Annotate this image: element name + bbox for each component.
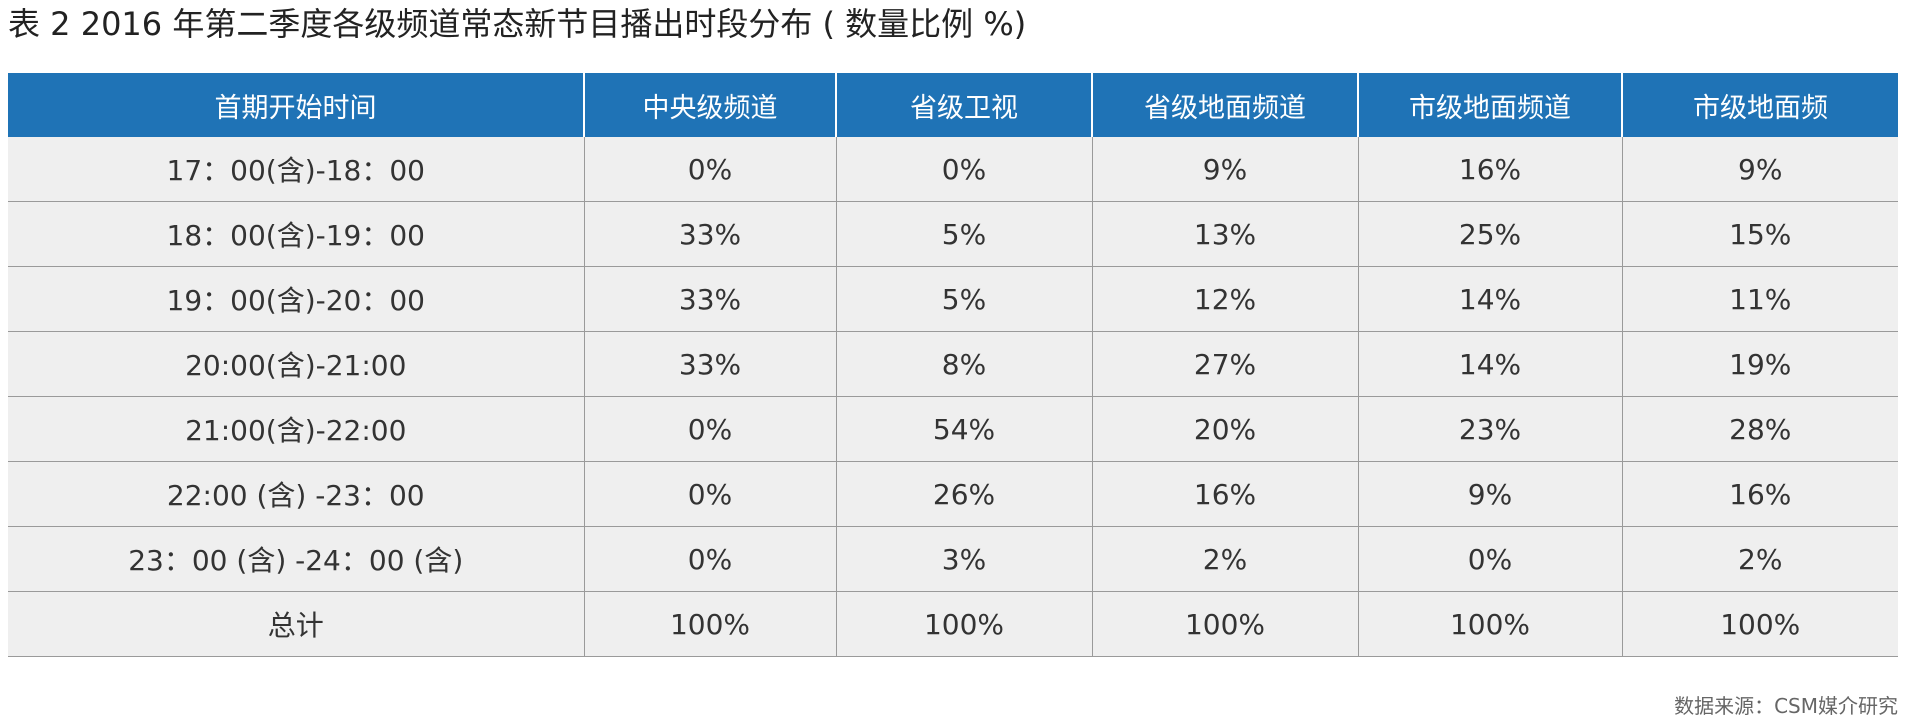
- table-cell: 11%: [1621, 266, 1898, 332]
- table-cell: 16%: [1357, 137, 1622, 202]
- table-title: 表 2 2016 年第二季度各级频道常态新节目播出时段分布 ( 数量比例 %): [8, 5, 1027, 43]
- table-row: 21:00(含)-22:00 0% 54% 20% 23% 28%: [8, 396, 1898, 462]
- table-cell: 5%: [835, 266, 1092, 332]
- table-cell: 9%: [1357, 461, 1622, 527]
- table-cell: 15%: [1621, 201, 1898, 267]
- table-cell: 28%: [1621, 396, 1898, 462]
- time-slot-cell: 21:00(含)-22:00: [8, 396, 584, 462]
- header-row: 首期开始时间 中央级频道 省级卫视 省级地面频道 市级地面频道 市级地面频: [8, 73, 1898, 137]
- column-header-city-terrestrial-2: 市级地面频: [1621, 73, 1898, 137]
- table-row: 22:00 (含) -23：00 0% 26% 16% 9% 16%: [8, 461, 1898, 527]
- table-cell: 2%: [1621, 526, 1898, 592]
- table-cell: 0%: [583, 396, 836, 462]
- total-cell: 100%: [1621, 591, 1898, 657]
- time-slot-cell: 17：00(含)-18：00: [8, 137, 584, 202]
- table-cell: 0%: [835, 137, 1092, 202]
- table-cell: 2%: [1091, 526, 1358, 592]
- table-cell: 16%: [1091, 461, 1358, 527]
- table-cell: 9%: [1621, 137, 1898, 202]
- table-cell: 3%: [835, 526, 1092, 592]
- column-header-provincial-satellite: 省级卫视: [835, 73, 1092, 137]
- time-slot-cell: 19：00(含)-20：00: [8, 266, 584, 332]
- table-cell: 33%: [583, 331, 836, 397]
- source-note: 数据来源：CSM媒介研究: [1674, 694, 1898, 718]
- table-cell: 54%: [835, 396, 1092, 462]
- total-row: 总计 100% 100% 100% 100% 100%: [8, 591, 1898, 657]
- total-cell: 100%: [835, 591, 1092, 657]
- table-cell: 23%: [1357, 396, 1622, 462]
- table-cell: 9%: [1091, 137, 1358, 202]
- table-row: 23：00 (含) -24：00 (含) 0% 3% 2% 0% 2%: [8, 526, 1898, 592]
- column-header-city-terrestrial: 市级地面频道: [1357, 73, 1622, 137]
- time-slot-cell: 22:00 (含) -23：00: [8, 461, 584, 527]
- table-row: 17：00(含)-18：00 0% 0% 9% 16% 9%: [8, 137, 1898, 202]
- total-cell: 100%: [1357, 591, 1622, 657]
- total-label-cell: 总计: [8, 591, 584, 657]
- table-cell: 33%: [583, 201, 836, 267]
- column-header-central: 中央级频道: [583, 73, 836, 137]
- table-row: 20:00(含)-21:00 33% 8% 27% 14% 19%: [8, 331, 1898, 397]
- table-cell: 33%: [583, 266, 836, 332]
- table-row: 18：00(含)-19：00 33% 5% 13% 25% 15%: [8, 201, 1898, 267]
- table-cell: 0%: [1357, 526, 1622, 592]
- table-cell: 26%: [835, 461, 1092, 527]
- table-row: 19：00(含)-20：00 33% 5% 12% 14% 11%: [8, 266, 1898, 332]
- table-cell: 27%: [1091, 331, 1358, 397]
- table-cell: 13%: [1091, 201, 1358, 267]
- table-cell: 16%: [1621, 461, 1898, 527]
- time-slot-cell: 20:00(含)-21:00: [8, 331, 584, 397]
- time-slot-cell: 23：00 (含) -24：00 (含): [8, 526, 584, 592]
- total-cell: 100%: [1091, 591, 1358, 657]
- table-cell: 0%: [583, 526, 836, 592]
- total-cell: 100%: [583, 591, 836, 657]
- column-header-start-time: 首期开始时间: [8, 73, 584, 137]
- table-cell: 12%: [1091, 266, 1358, 332]
- table-cell: 14%: [1357, 266, 1622, 332]
- table-cell: 25%: [1357, 201, 1622, 267]
- table-cell: 5%: [835, 201, 1092, 267]
- time-slot-cell: 18：00(含)-19：00: [8, 201, 584, 267]
- table-cell: 20%: [1091, 396, 1358, 462]
- data-table: 首期开始时间 中央级频道 省级卫视 省级地面频道 市级地面频道 市级地面频 17…: [8, 73, 1898, 657]
- table-cell: 0%: [583, 461, 836, 527]
- column-header-provincial-terrestrial: 省级地面频道: [1091, 73, 1358, 137]
- table-cell: 14%: [1357, 331, 1622, 397]
- table-cell: 8%: [835, 331, 1092, 397]
- table-cell: 19%: [1621, 331, 1898, 397]
- table-cell: 0%: [583, 137, 836, 202]
